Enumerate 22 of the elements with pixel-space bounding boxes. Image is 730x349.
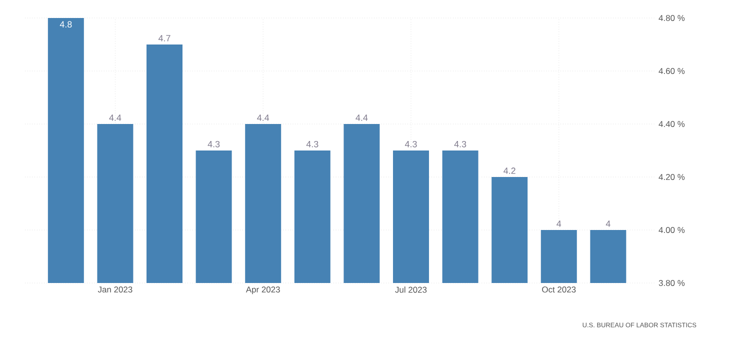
y-tick-label: 4.60 % bbox=[658, 68, 685, 74]
data-label: 4.4 bbox=[257, 114, 270, 121]
x-tick-label: Apr 2023 bbox=[246, 286, 280, 294]
data-label: 4.3 bbox=[454, 140, 466, 148]
data-label: 4.3 bbox=[404, 140, 417, 148]
y-tick-label: 3.80 % bbox=[658, 280, 685, 286]
data-label: 4.7 bbox=[158, 35, 170, 42]
y-tick-label: 4.80 % bbox=[658, 15, 685, 21]
x-tick-label: Jul 2023 bbox=[395, 286, 427, 293]
y-tick-label: 4.40 % bbox=[658, 121, 685, 127]
data-label: 4 bbox=[606, 220, 610, 227]
x-tick-label: Jan 2023 bbox=[98, 286, 132, 293]
y-tick-label: 4.20 % bbox=[658, 174, 685, 180]
data-label: 4.4 bbox=[109, 114, 122, 121]
data-label: 4.3 bbox=[306, 140, 318, 148]
data-label: 4 bbox=[556, 220, 562, 227]
data-label: 4.4 bbox=[356, 114, 368, 121]
data-label: 4.8 bbox=[60, 21, 72, 28]
data-label: 4.2 bbox=[504, 168, 516, 174]
y-tick-label: 4.00 % bbox=[658, 227, 685, 233]
data-label: 4.3 bbox=[208, 140, 220, 148]
x-tick-label: Oct 2023 bbox=[542, 286, 576, 293]
